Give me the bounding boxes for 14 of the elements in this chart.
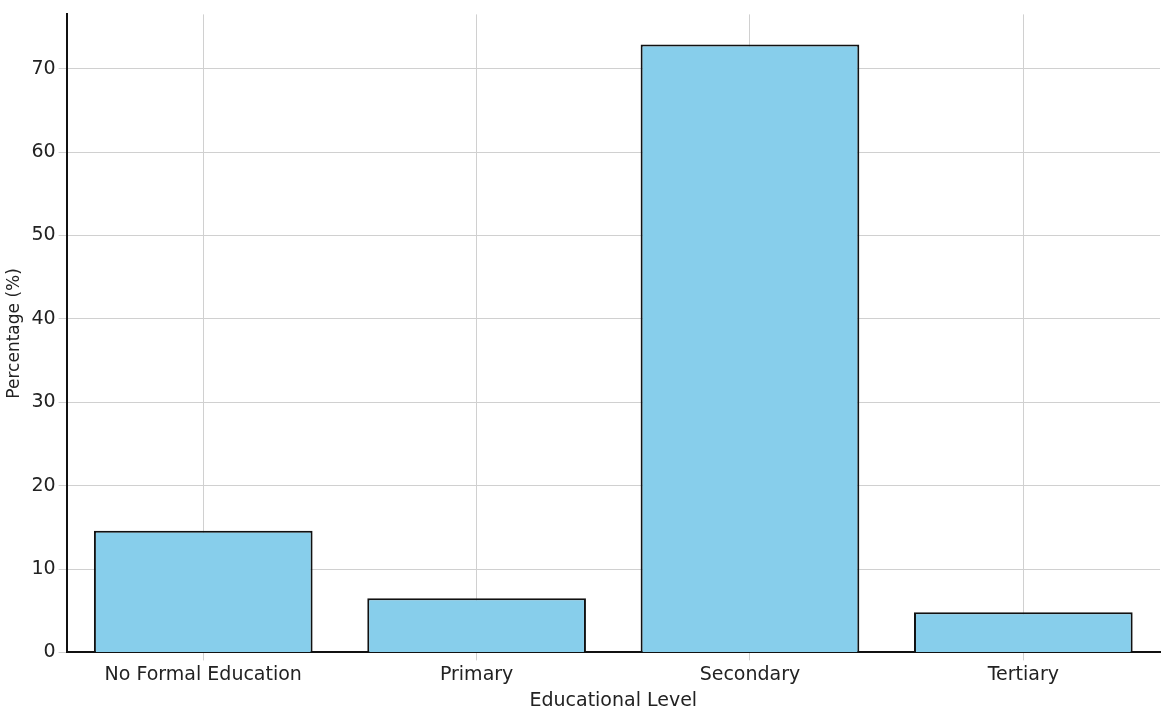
y-tick-label: 0	[43, 639, 56, 662]
x-axis-title: Educational Level	[529, 687, 698, 710]
y-tick-label: 50	[31, 222, 56, 245]
y-tick-label: 40	[31, 305, 56, 328]
y-tick-label: 30	[31, 389, 56, 412]
y-tick-label: 60	[31, 138, 56, 161]
x-tick-label: Secondary	[699, 661, 801, 684]
x-tick-label: No Formal Education	[104, 661, 302, 684]
y-tick-label: 20	[31, 472, 56, 495]
x-tick-label: Tertiary	[986, 661, 1059, 684]
y-tick-label: 10	[31, 555, 56, 578]
y-tick-label: 70	[31, 55, 56, 78]
x-tick-label: Primary	[439, 661, 514, 684]
y-axis-title: Percentage (%)	[2, 268, 23, 399]
